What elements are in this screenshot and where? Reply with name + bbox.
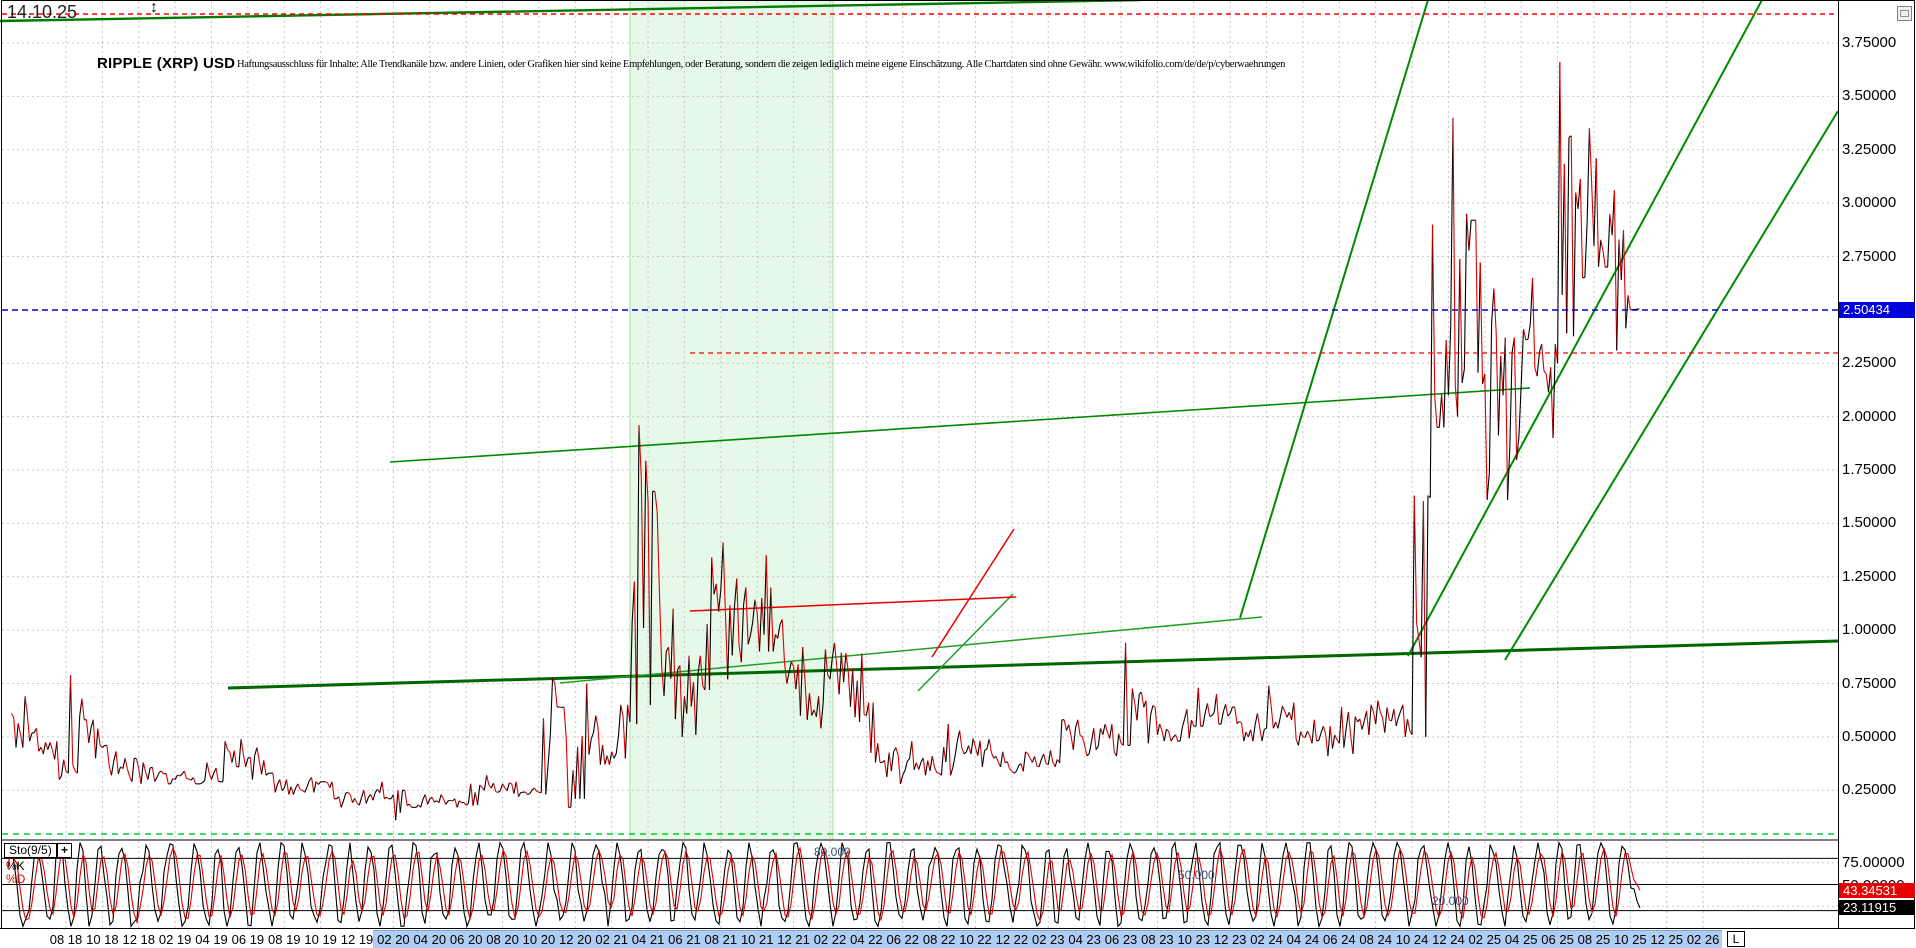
x-axis-label: 10 22 (959, 932, 992, 947)
stochastic-d-label: %D (6, 872, 26, 886)
x-axis-label: 02 21 (595, 932, 628, 947)
x-axis-label: 04 20 (413, 932, 447, 947)
axis-collapse-button[interactable] (1897, 6, 1912, 21)
y-axis-label: 0.75000 (1842, 674, 1897, 692)
x-axis-label: 08 21 (704, 932, 738, 947)
y-axis-label: 1.25000 (1842, 567, 1897, 585)
x-axis-label: 06 25 (1541, 932, 1574, 947)
x-axis-label: 10 20 (522, 932, 556, 947)
x-axis-label: 12 25 (1650, 932, 1683, 947)
x-axis-label: 04 21 (631, 932, 665, 947)
disclaimer-text: Haftungsausschluss für Inhalte: Alle Tre… (237, 59, 1286, 70)
indicator-label-button[interactable]: Sto(9/5) (4, 843, 57, 858)
y-axis-label: 1.50000 (1842, 514, 1897, 532)
x-axis-label: 10 18 (86, 932, 119, 947)
x-axis-label: 06 20 (449, 932, 483, 947)
y-axis-label: 1.75000 (1842, 461, 1897, 478)
x-axis-label: 04 23 (1068, 932, 1101, 947)
y-axis-label: 2.00000 (1842, 407, 1897, 425)
x-axis-label: 10 23 (1177, 932, 1211, 947)
y-axis-label: 3.25000 (1842, 140, 1897, 158)
x-axis-label: 04 22 (850, 932, 883, 947)
x-axis-label: 12 21 (777, 932, 810, 947)
crosshair-date-label: 14.10.25 (7, 2, 78, 22)
y-axis-label: 2.25000 (1842, 354, 1897, 372)
x-axis-label: 08 18 (49, 932, 83, 947)
sto-level-50-label: 50.000 (1178, 868, 1215, 882)
x-axis-label: 08 24 (1359, 932, 1392, 947)
stochastic-k-label: %K (6, 859, 25, 873)
collapse-icon (1900, 10, 1909, 17)
x-axis-label: 08 25 (1577, 932, 1611, 947)
stochastic-d-badge: 43.34531 (1839, 883, 1915, 898)
y-axis-label: 2.75000 (1842, 247, 1897, 265)
y-axis-label: 3.75000 (1842, 34, 1897, 51)
x-axis-label: 06 21 (668, 932, 701, 947)
x-axis-label: 10 24 (1395, 932, 1429, 947)
stochastic-k-badge: 23.11915 (1839, 900, 1915, 915)
x-axis-label: 08 20 (486, 932, 519, 947)
x-axis-label: 06 24 (1323, 932, 1356, 947)
y-axis-label: 3.50000 (1842, 87, 1897, 105)
x-axis-label: 06 22 (886, 932, 920, 947)
vertical-resize-icon[interactable]: ↕ (150, 0, 158, 16)
x-axis-label: 12 18 (122, 932, 156, 947)
y-axis-label: 3.00000 (1842, 194, 1897, 212)
sto-level-20-label: 20.000 (1432, 894, 1469, 908)
x-axis-label: 02 19 (158, 932, 192, 947)
x-axis-label: 12 22 (995, 932, 1029, 947)
x-axis-label: 08 19 (267, 932, 301, 947)
time-axis-area[interactable]: 08 18 10 18 12 18 02 19 04 19 06 19 08 19 10 19… (0, 929, 1916, 948)
x-axis-label: 02 20 (377, 932, 410, 947)
y-axis-label: 1.00000 (1842, 621, 1897, 639)
x-axis-label: 12 24 (1432, 932, 1465, 947)
sto-level-80-label: 80.000 (814, 845, 851, 859)
y-axis-label: 0.25000 (1842, 781, 1897, 799)
x-axis-label: 12 20 (559, 932, 592, 947)
sto-axis-label-75: 75.00000 (1842, 854, 1905, 871)
x-axis-label: 02 24 (1250, 932, 1283, 947)
x-axis-label: 02 23 (1031, 932, 1065, 947)
x-axis-label: 06 19 (231, 932, 265, 947)
x-axis-label: 04 24 (1286, 932, 1320, 947)
x-axis-label: 08 23 (1141, 932, 1174, 947)
x-axis-label: 04 19 (195, 932, 228, 947)
x-axis-label: 12 23 (1213, 932, 1247, 947)
x-axis-label: 10 19 (304, 932, 337, 947)
x-axis-label: 02 26 (1686, 932, 1720, 947)
x-axis-selected-range (373, 930, 1722, 948)
add-indicator-button[interactable]: + (57, 843, 72, 858)
y-axis-label: 0.50000 (1842, 727, 1897, 745)
chart-title: RIPPLE (XRP) USD (97, 55, 236, 72)
x-axis-label: 02 22 (813, 932, 847, 947)
x-axis-label: 10 21 (740, 932, 774, 947)
scale-toggle-button[interactable]: L (1727, 931, 1745, 947)
x-axis-label: 10 25 (1614, 932, 1647, 947)
x-axis-label: 08 22 (922, 932, 956, 947)
x-axis-label: 12 19 (340, 932, 374, 947)
x-axis-label: 02 25 (1468, 932, 1502, 947)
x-axis-label: 06 23 (1104, 932, 1138, 947)
current-price-badge: 2.50434 (1839, 302, 1915, 318)
x-axis-label: 04 25 (1504, 932, 1538, 947)
